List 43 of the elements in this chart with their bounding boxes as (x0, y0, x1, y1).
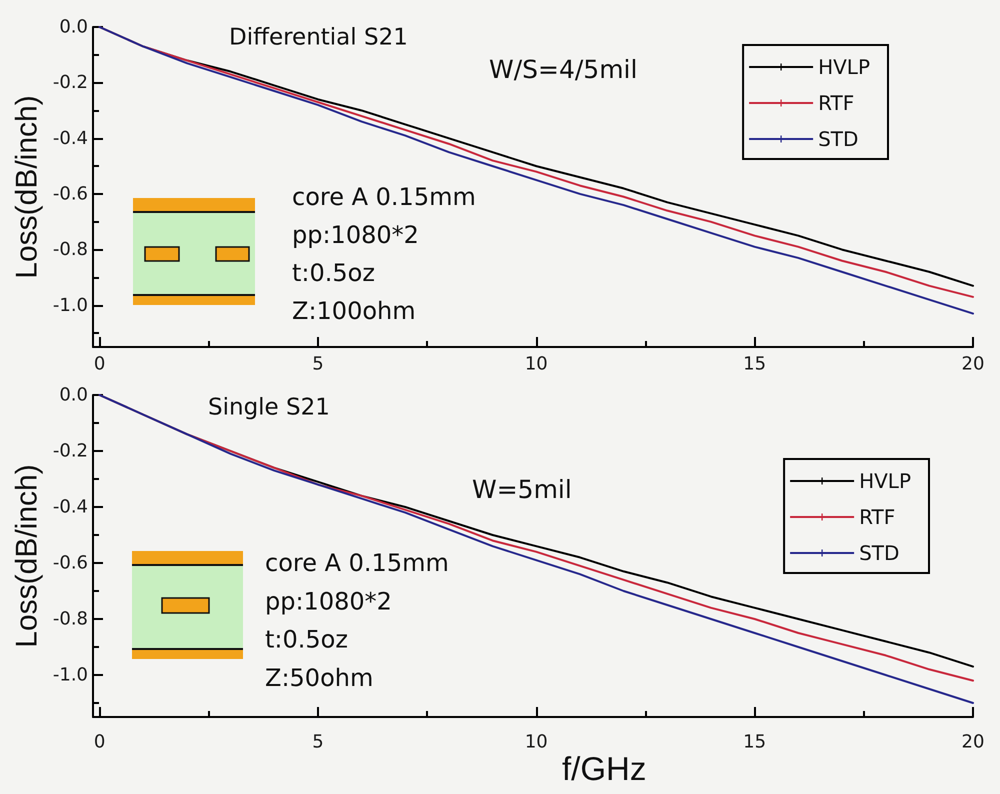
annotation: pp:1080*2 (292, 221, 419, 249)
y-tick-label: -1.0 (52, 294, 88, 316)
annotation: Z:100ohm (292, 297, 416, 325)
legend-label: HVLP (818, 55, 870, 79)
x-tick-label: 5 (312, 732, 324, 752)
chart-title: Single S21 (208, 394, 330, 420)
y-tick-label: 0.0 (59, 16, 88, 38)
x-tick-label: 5 (312, 354, 324, 374)
annotation: core A 0.15mm (265, 549, 449, 577)
chart-title: Differential S21 (229, 24, 408, 50)
legend-label: RTF (818, 91, 854, 115)
y-tick-label: -0.4 (52, 128, 88, 149)
x-axis-title: f/GHz (562, 750, 646, 787)
x-tick-label: 15 (743, 354, 766, 374)
y-axis-title: Loss(dB/inch) (10, 95, 44, 279)
x-tick-label: 0 (94, 732, 106, 752)
x-tick-label: 20 (962, 732, 984, 752)
y-tick-label: -0.4 (52, 496, 88, 518)
x-tick-label: 20 (962, 354, 984, 374)
y-axis-title: Loss(dB/inch) (10, 464, 44, 648)
annotation: W/S=4/5mil (489, 55, 638, 84)
annotation: pp:1080*2 (265, 587, 392, 616)
x-tick-label: 0 (94, 354, 106, 374)
legend-label: HVLP (859, 469, 912, 493)
annotation: t:0.5oz (265, 626, 348, 654)
annotation: t:0.5oz (292, 259, 375, 287)
y-tick-label: 0.0 (59, 384, 88, 406)
legend-label: STD (818, 127, 858, 151)
y-tick-label: -0.6 (52, 183, 88, 204)
annotation: W=5mil (472, 475, 572, 504)
annotation: core A 0.15mm (292, 183, 476, 211)
y-tick-label: -0.6 (52, 552, 88, 574)
annotation: Z:50ohm (265, 664, 374, 692)
y-tick-label: -0.8 (52, 608, 88, 630)
y-tick-label: -1.0 (52, 664, 88, 686)
y-tick-label: -0.2 (52, 440, 88, 462)
x-tick-label: 15 (743, 732, 766, 752)
y-tick-label: -0.2 (52, 72, 88, 94)
y-tick-label: -0.8 (52, 239, 88, 260)
x-tick-label: 10 (524, 732, 548, 752)
x-tick-label: 10 (524, 354, 548, 374)
legend-label: RTF (859, 505, 896, 529)
legend-label: STD (859, 541, 900, 565)
